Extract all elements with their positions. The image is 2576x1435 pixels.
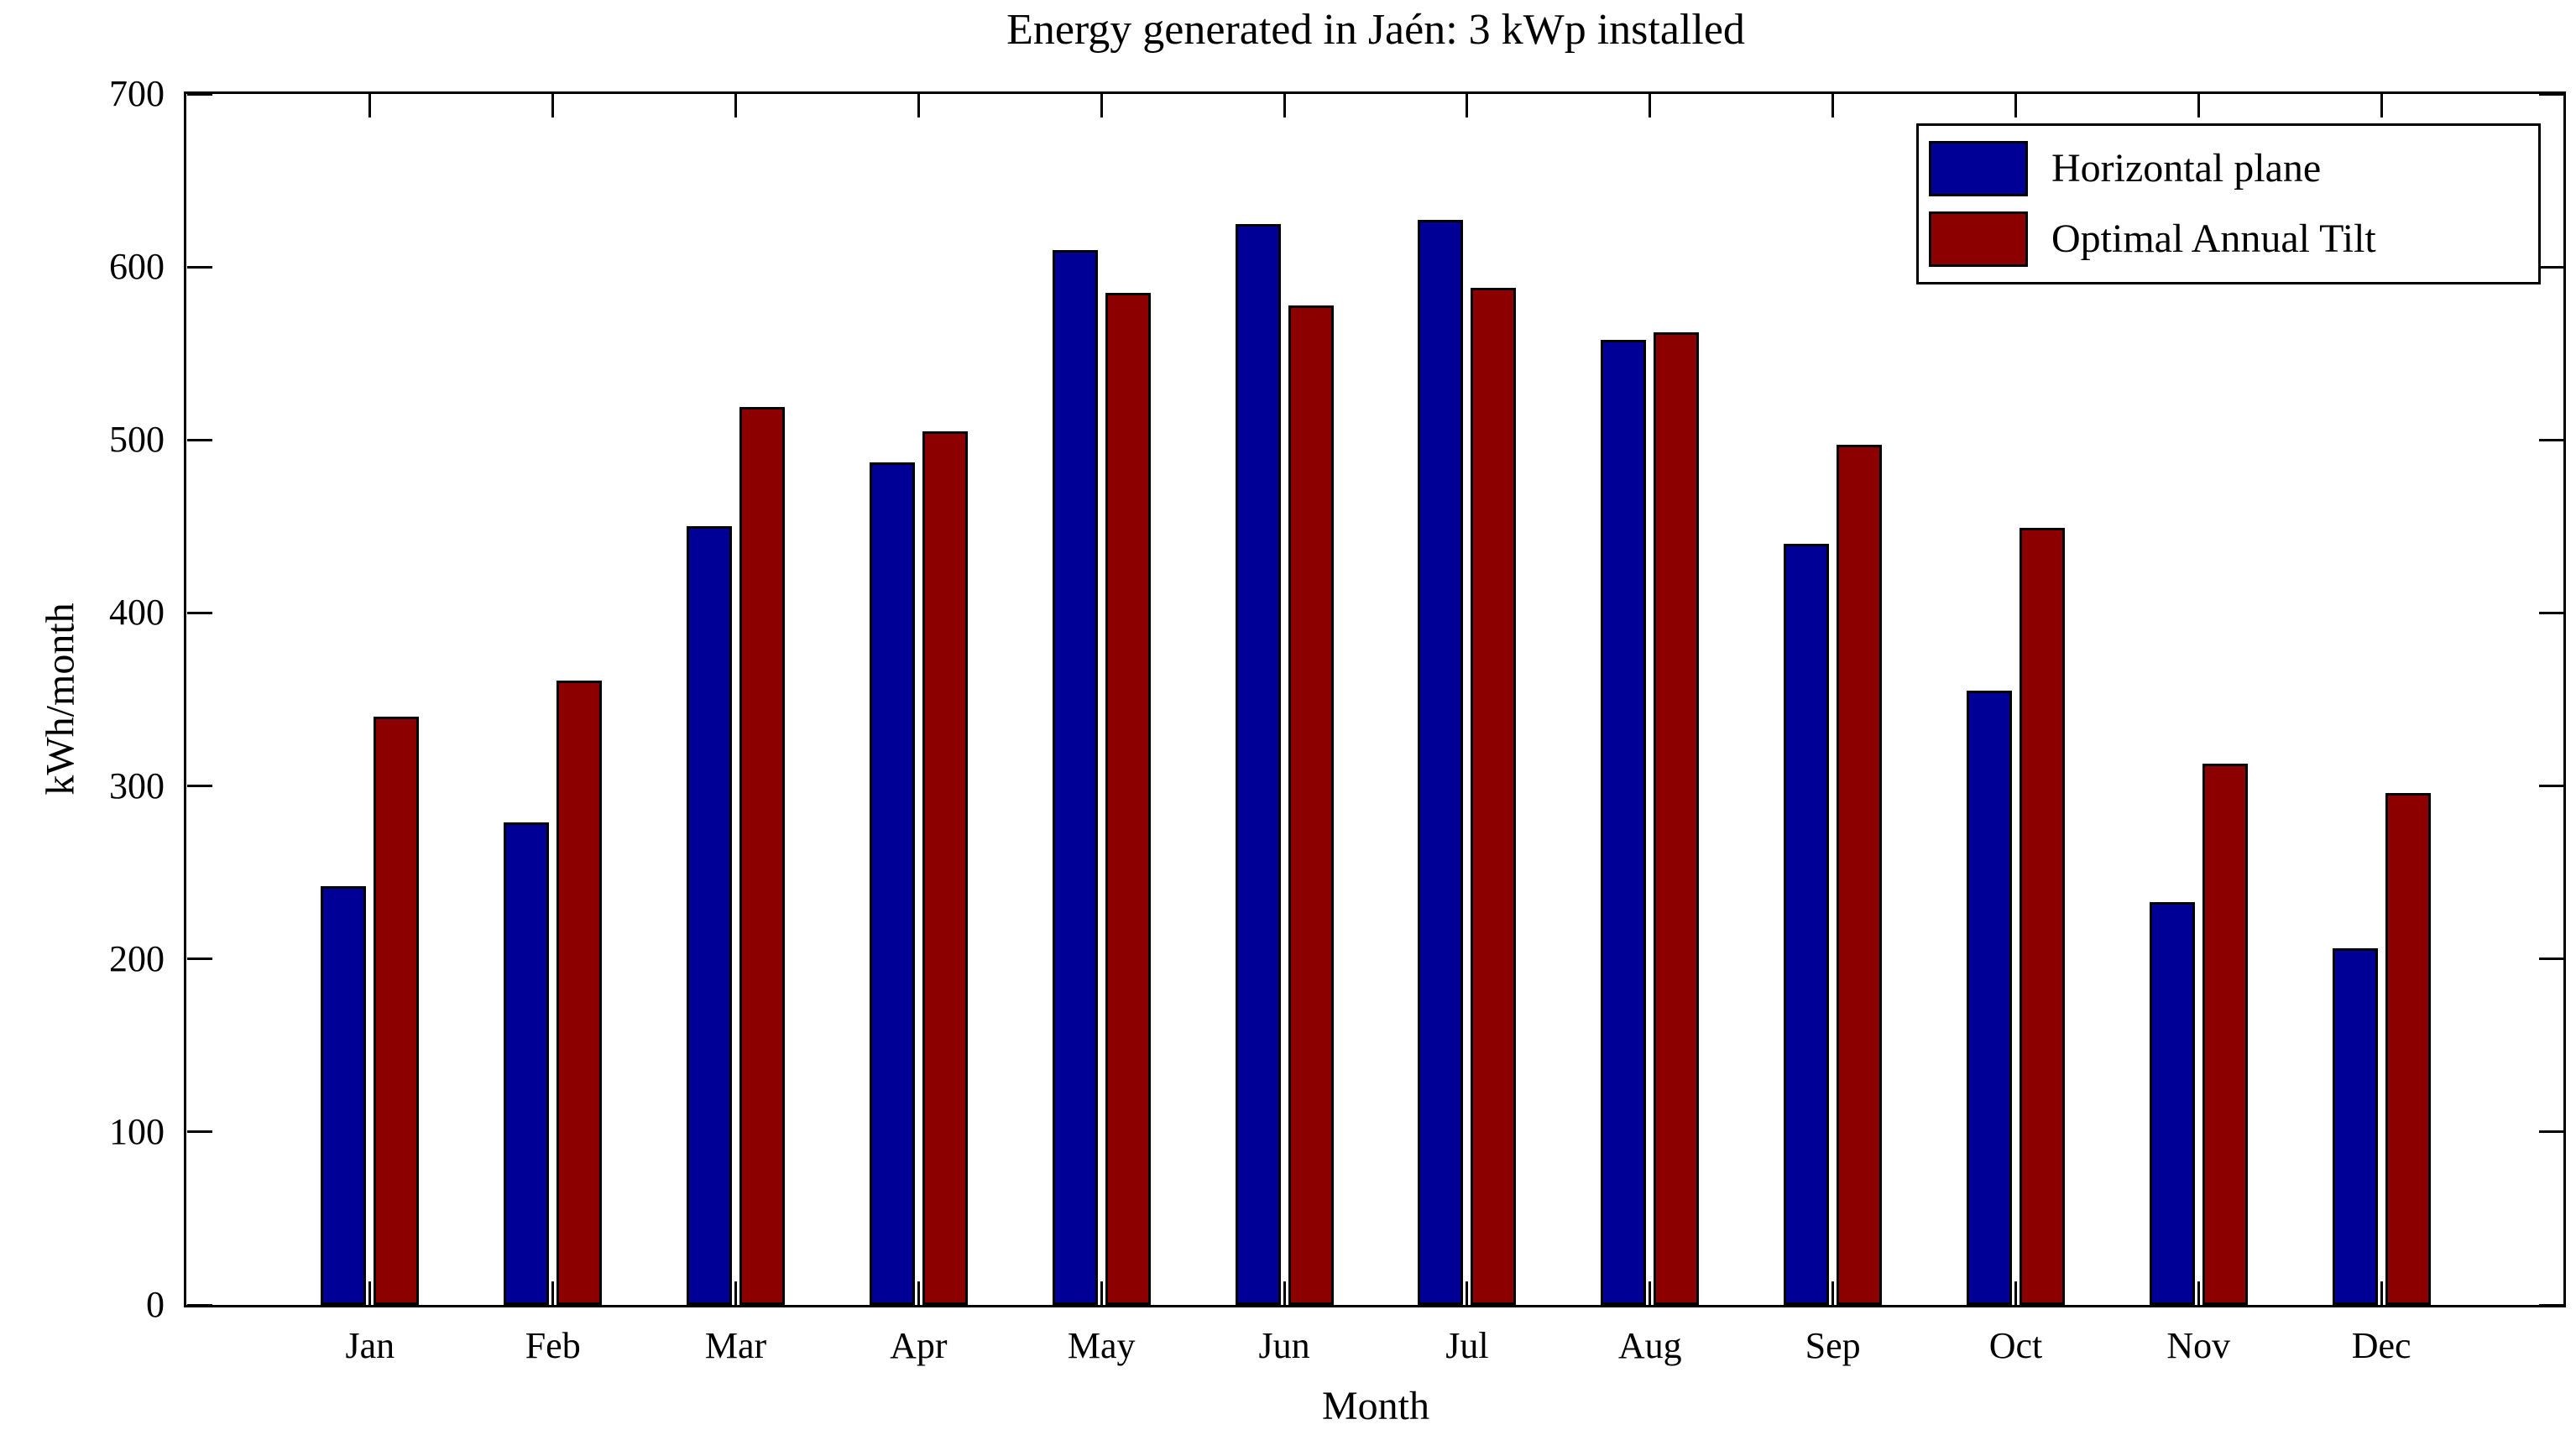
legend-label-horizontal-plane: Horizontal plane	[2051, 146, 2322, 190]
x-tick-label-dec: Dec	[2351, 1325, 2411, 1366]
x-tick-label-mar: Mar	[704, 1325, 767, 1366]
x-tick-mark	[368, 94, 372, 117]
x-tick-mark	[551, 1281, 555, 1305]
x-tick-label-nov: Nov	[2166, 1325, 2231, 1366]
x-tick-mark	[734, 1281, 738, 1305]
legend-row: Horizontal plane	[1929, 141, 2538, 196]
bar-feb-optimal-annual-tilt	[556, 680, 603, 1305]
bar-jul-optimal-annual-tilt	[1471, 287, 1517, 1305]
x-tick-mark	[2197, 1281, 2200, 1305]
bar-may-horizontal-plane	[1052, 249, 1098, 1305]
x-tick-mark	[1831, 1281, 1835, 1305]
y-tick-label-300: 300	[109, 764, 165, 806]
y-tick-mark	[187, 611, 212, 614]
x-tick-mark	[1100, 94, 1103, 117]
x-tick-label-may: May	[1067, 1325, 1136, 1366]
y-tick-label-200: 200	[109, 937, 165, 979]
x-tick-mark	[1466, 94, 1469, 117]
x-tick-mark	[917, 94, 920, 117]
legend-swatch-optimal-annual-tilt	[1929, 211, 2028, 267]
bar-dec-horizontal-plane	[2332, 948, 2378, 1305]
bar-jan-optimal-annual-tilt	[374, 717, 420, 1305]
bar-feb-horizontal-plane	[504, 822, 550, 1305]
bar-jun-optimal-annual-tilt	[1288, 305, 1334, 1305]
bar-aug-horizontal-plane	[1601, 339, 1647, 1305]
bar-aug-optimal-annual-tilt	[1654, 332, 1700, 1305]
y-tick-label-400: 400	[109, 592, 165, 634]
x-tick-mark	[1649, 1281, 1652, 1305]
bar-dec-optimal-annual-tilt	[2385, 792, 2431, 1305]
x-tick-mark	[734, 94, 738, 117]
x-tick-mark	[1466, 1281, 1469, 1305]
plot-area	[187, 94, 2564, 1305]
x-tick-label-apr: Apr	[890, 1325, 948, 1366]
bar-mar-optimal-annual-tilt	[739, 407, 786, 1305]
y-tick-mark	[2539, 265, 2564, 269]
x-tick-label-sep: Sep	[1805, 1325, 1861, 1366]
legend: Horizontal plane Optimal Annual Tilt	[1916, 123, 2541, 284]
x-tick-label-jun: Jun	[1258, 1325, 1310, 1366]
x-tick-mark	[2380, 1281, 2383, 1305]
y-tick-mark	[2539, 1130, 2564, 1134]
x-axis-label: Month	[1321, 1384, 1429, 1428]
legend-label-optimal-annual-tilt: Optimal Annual Tilt	[2051, 217, 2376, 261]
x-tick-label-jul: Jul	[1445, 1325, 1489, 1366]
x-tick-mark	[1649, 94, 1652, 117]
y-tick-mark	[2539, 611, 2564, 614]
y-tick-mark	[187, 958, 212, 961]
bar-nov-horizontal-plane	[2149, 901, 2195, 1305]
legend-row: Optimal Annual Tilt	[1929, 211, 2538, 267]
x-tick-mark	[1283, 94, 1286, 117]
x-tick-label-aug: Aug	[1617, 1325, 1682, 1366]
bar-sep-optimal-annual-tilt	[1837, 445, 1883, 1305]
y-tick-mark	[187, 265, 212, 269]
y-tick-mark	[2539, 92, 2564, 96]
y-axis-label: kWh/month	[38, 603, 83, 796]
bar-jul-horizontal-plane	[1418, 220, 1464, 1305]
y-tick-mark	[187, 785, 212, 788]
bar-jun-horizontal-plane	[1235, 223, 1281, 1305]
x-tick-label-oct: Oct	[1988, 1325, 2043, 1366]
x-tick-mark	[2014, 1281, 2017, 1305]
y-tick-label-0: 0	[146, 1284, 165, 1325]
y-tick-label-100: 100	[109, 1110, 165, 1152]
x-tick-mark	[1831, 94, 1835, 117]
y-tick-mark	[187, 92, 212, 96]
y-tick-mark	[187, 438, 212, 441]
x-tick-mark	[2197, 94, 2200, 117]
y-tick-mark	[187, 1130, 212, 1134]
chart-title: Energy generated in Jaén: 3 kWp installe…	[1006, 6, 1745, 54]
x-tick-mark	[2380, 94, 2383, 117]
x-tick-mark	[1100, 1281, 1103, 1305]
x-tick-label-feb: Feb	[525, 1325, 581, 1366]
bar-nov-optimal-annual-tilt	[2202, 763, 2248, 1305]
bar-apr-optimal-annual-tilt	[922, 430, 968, 1305]
y-tick-mark	[2539, 1303, 2564, 1307]
bar-oct-horizontal-plane	[1966, 691, 2012, 1305]
y-tick-label-500: 500	[109, 419, 165, 461]
y-tick-label-700: 700	[109, 73, 165, 114]
x-tick-label-jan: Jan	[345, 1325, 395, 1366]
bar-sep-horizontal-plane	[1784, 543, 1830, 1305]
bar-may-optimal-annual-tilt	[1105, 293, 1151, 1305]
y-tick-mark	[2539, 785, 2564, 788]
x-tick-mark	[551, 94, 555, 117]
bar-jan-horizontal-plane	[321, 886, 367, 1305]
bar-apr-horizontal-plane	[869, 462, 915, 1305]
x-tick-mark	[368, 1281, 372, 1305]
y-tick-mark	[187, 1303, 212, 1307]
bar-oct-optimal-annual-tilt	[2019, 528, 2065, 1305]
x-tick-mark	[1283, 1281, 1286, 1305]
x-tick-mark	[2014, 94, 2017, 117]
bar-mar-horizontal-plane	[687, 526, 733, 1305]
y-tick-label-600: 600	[109, 246, 165, 288]
x-tick-mark	[917, 1281, 920, 1305]
y-tick-mark	[2539, 438, 2564, 441]
legend-swatch-horizontal-plane	[1929, 141, 2028, 196]
y-tick-mark	[2539, 958, 2564, 961]
